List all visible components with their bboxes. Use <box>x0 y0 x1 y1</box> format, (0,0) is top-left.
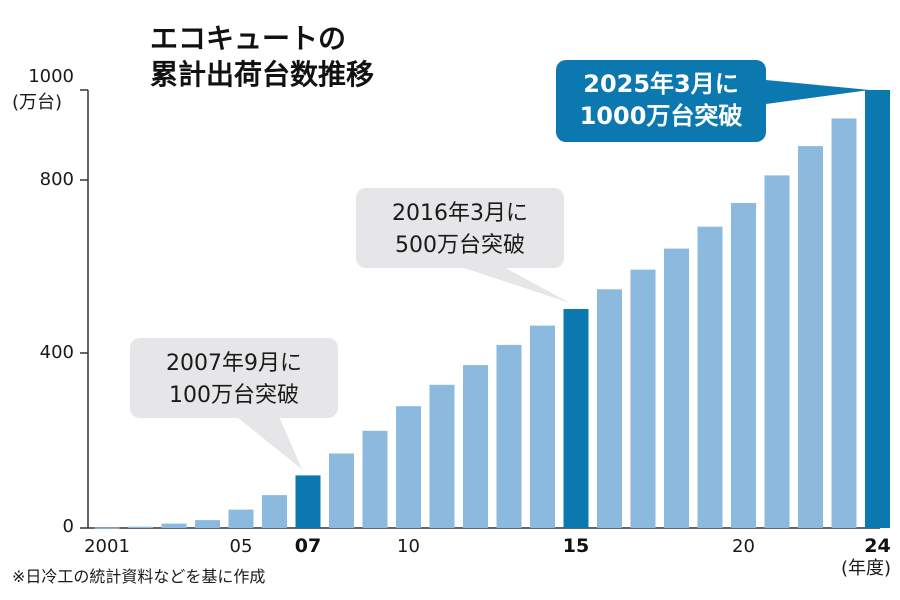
x-tick-label-2015: 15 <box>563 535 589 557</box>
y-tick-label-800: 800 <box>40 169 74 190</box>
y-tick-label-0: 0 <box>63 516 74 537</box>
x-tick-label-2010: 10 <box>397 536 420 557</box>
callout-text-2024-line-2: 1000万台突破 <box>580 102 743 130</box>
bar-2004 <box>195 520 220 528</box>
bar-2017 <box>630 269 656 528</box>
x-tick-labels-group: 2001 05 07 10 15 20 24 <box>84 535 891 557</box>
bar-2001 <box>94 527 120 529</box>
bar-2014 <box>530 325 555 528</box>
bar-2010 <box>396 406 421 528</box>
bar-2013 <box>496 344 522 528</box>
callout-box-2007 <box>130 338 338 418</box>
callout-text-2024-line-1: 2025年3月に <box>583 70 739 98</box>
chart-title-line-2: 累計出荷台数推移 <box>150 58 374 91</box>
chart-title-line-1: エコキュートの <box>150 22 346 55</box>
bar-2018 <box>664 248 689 528</box>
bars-group <box>94 90 890 529</box>
bar-2007 <box>295 475 321 528</box>
bar-2005 <box>228 509 254 528</box>
bar-2022 <box>798 146 823 528</box>
callout-pointer-2015 <box>464 268 570 303</box>
callout-box-2024 <box>556 60 766 142</box>
y-axis-top-label: 1000 <box>28 66 74 87</box>
x-tick-label-2020: 20 <box>732 536 755 557</box>
bar-2012 <box>463 365 488 528</box>
bar-2008 <box>329 453 354 528</box>
callouts-group: 2007年9月に 100万台突破 2016年3月に 500万台突破 2025年3月に 10… <box>130 60 870 470</box>
bar-2006 <box>262 495 287 528</box>
x-tick-label-2001: 2001 <box>84 536 130 557</box>
bar-2003 <box>161 523 187 528</box>
callout-pointer-2024 <box>766 80 870 104</box>
y-axis-unit-label: (万台) <box>12 92 62 113</box>
source-note: ※日冷工の統計資料などを基に作成 <box>12 567 265 586</box>
callout-text-2015-line-2: 500万台突破 <box>395 233 525 258</box>
bar-2021 <box>764 175 790 528</box>
callout-box-2015 <box>356 188 564 268</box>
bar-2009 <box>362 430 388 528</box>
callout-pointer-2007 <box>238 418 302 470</box>
bar-2019 <box>697 226 723 528</box>
bar-2016 <box>597 289 622 528</box>
bar-2024 <box>865 90 890 528</box>
x-tick-label-2005: 05 <box>230 536 253 557</box>
bar-2011 <box>429 384 455 528</box>
callout-text-2015-line-1: 2016年3月に <box>392 201 528 226</box>
callout-text-2007-line-2: 100万台突破 <box>169 383 299 408</box>
bar-2002 <box>128 526 153 528</box>
bar-2023 <box>831 118 857 528</box>
bar-2020 <box>731 203 756 528</box>
x-tick-label-2007: 07 <box>295 535 321 557</box>
y-tick-label-400: 400 <box>40 342 74 363</box>
callout-text-2007-line-1: 2007年9月に <box>166 351 302 376</box>
bar-2015 <box>563 309 589 528</box>
x-tick-label-2024: 24 <box>864 535 890 557</box>
x-axis-unit-label: (年度) <box>841 558 891 579</box>
